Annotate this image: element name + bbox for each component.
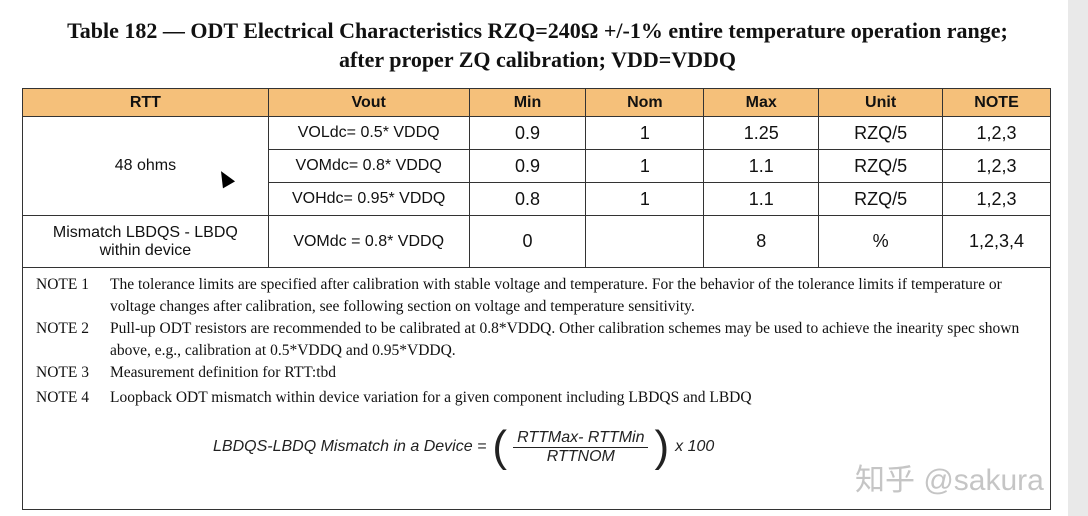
note-label: NOTE 4	[36, 389, 89, 406]
header-cell: Vout	[267, 88, 470, 117]
min-cell: 0.9	[468, 116, 587, 150]
notes-section: NOTE 1 The tolerance limits are specified…	[22, 265, 1051, 510]
max-cell: 1.1	[703, 182, 820, 216]
header-cell: Min	[468, 88, 587, 117]
title-line-2: after proper ZQ calibration; VDD=VDDQ	[338, 47, 737, 72]
right-paren: )	[654, 422, 670, 471]
note-text: The tolerance limits are specified after…	[110, 276, 1002, 315]
rtt-cell: 48 ohms	[22, 116, 269, 216]
vout-cell: VOLdc= 0.5* VDDQ	[267, 116, 470, 150]
mismatch-formula: LBDQS-LBDQ Mismatch in a Device = ( RTTM…	[213, 425, 714, 469]
fraction: RTTMax- RTTMin RTTNOM	[513, 429, 649, 466]
note-text: Measurement definition for RTT:tbd	[110, 364, 337, 381]
header-cell: Nom	[585, 88, 705, 117]
odt-table: RTT Vout Min Nom Max Unit NOTE 48 ohms V…	[22, 88, 1051, 268]
nom-cell: 1	[585, 182, 705, 216]
vout-cell: VOMdc= 0.8* VDDQ	[267, 149, 470, 183]
min-cell: 0.9	[468, 149, 587, 183]
table-row: VOMdc= 0.8* VDDQ 0.9 1 1.1 RZQ/5 1,2,3	[23, 149, 1051, 183]
rtt-cell: Mismatch LBDQS - LBDQ within device	[22, 215, 269, 268]
unit-cell: RZQ/5	[818, 116, 944, 150]
left-paren: (	[492, 422, 508, 471]
header-cell: RTT	[22, 88, 269, 117]
formula-lhs: LBDQS-LBDQ Mismatch in a Device =	[213, 438, 487, 455]
header-cell: Max	[703, 88, 820, 117]
vout-cell: VOHdc= 0.95* VDDQ	[267, 182, 470, 216]
vout-cell: VOMdc = 0.8* VDDQ	[267, 215, 470, 268]
nom-cell: 1	[585, 149, 705, 183]
nom-cell	[585, 215, 705, 268]
note-label: NOTE 1	[36, 276, 89, 293]
title-line-1: Table 182 — ODT Electrical Characteristi…	[67, 18, 1008, 43]
max-cell: 1.25	[703, 116, 820, 150]
header-cell: NOTE	[942, 88, 1051, 117]
note-text: Loopback ODT mismatch within device vari…	[110, 389, 752, 406]
note-3: NOTE 3 Measurement definition for RTT:tbd	[36, 362, 1026, 384]
nom-cell: 1	[585, 116, 705, 150]
note-cell: 1,2,3	[942, 116, 1051, 150]
header-row: RTT Vout Min Nom Max Unit NOTE	[22, 88, 1051, 117]
unit-cell: RZQ/5	[818, 149, 944, 183]
min-cell: 0.8	[468, 182, 587, 216]
note-cell: 1,2,3	[942, 149, 1051, 183]
note-1: NOTE 1 The tolerance limits are specified…	[36, 274, 1026, 318]
table-title: Table 182 — ODT Electrical Characteristi…	[0, 16, 1075, 74]
table-row: Mismatch LBDQS - LBDQ within device VOMd…	[22, 215, 1051, 268]
screen-edge	[1068, 0, 1088, 516]
note-cell: 1,2,3	[942, 182, 1051, 216]
max-cell: 1.1	[703, 149, 820, 183]
denominator: RTTNOM	[546, 447, 615, 465]
table-row: VOHdc= 0.95* VDDQ 0.8 1 1.1 RZQ/5 1,2,3	[23, 182, 1051, 216]
numerator: RTTMax- RTTMin	[513, 429, 649, 448]
header-cell: Unit	[818, 88, 944, 117]
unit-cell: RZQ/5	[818, 182, 944, 216]
note-2: NOTE 2 Pull-up ODT resistors are recommen…	[36, 318, 1026, 362]
note-text: Pull-up ODT resistors are recommended to…	[110, 320, 1020, 359]
unit-cell: %	[818, 215, 944, 268]
max-cell: 8	[703, 215, 820, 268]
min-cell: 0	[468, 215, 587, 268]
formula-factor: x 100	[675, 438, 715, 455]
note-cell: 1,2,3,4	[942, 215, 1051, 268]
note-4: NOTE 4 Loopback ODT mismatch within devic…	[36, 387, 1026, 409]
watermark: 知乎 @sakura	[855, 464, 1044, 497]
note-label: NOTE 2	[36, 320, 89, 337]
note-label: NOTE 3	[36, 364, 89, 381]
table-row: 48 ohms VOLdc= 0.5* VDDQ 0.9 1 1.25 RZQ/…	[22, 116, 1051, 216]
